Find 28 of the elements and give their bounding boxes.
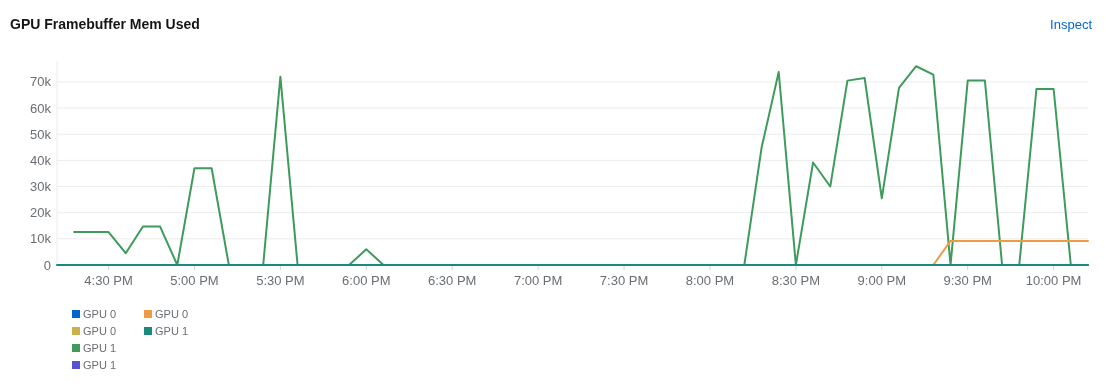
y-tick-label: 0 (43, 257, 51, 273)
x-tick-label: 4:30 PM (84, 273, 133, 288)
legend-label: GPU 0 (83, 308, 117, 320)
x-tick-label: 8:00 PM (685, 273, 735, 288)
x-tick-label: 5:00 PM (170, 273, 219, 288)
x-tick-label: 7:00 PM (513, 273, 563, 288)
y-tick-label: 30k (30, 179, 52, 195)
chart-title: GPU Framebuffer Mem Used (10, 16, 200, 32)
legend-label: GPU 1 (155, 325, 189, 337)
y-tick-label: 50k (30, 126, 52, 142)
x-tick-label: 6:30 PM (428, 273, 477, 288)
legend-label: GPU 0 (83, 325, 117, 337)
text: Inspect (1050, 17, 1093, 32)
y-tick-label: 10k (30, 231, 52, 247)
x-tick-label: 10:00 PM (1025, 273, 1082, 288)
x-tick-label: 7:30 PM (599, 273, 649, 288)
x-tick-label: 5:30 PM (256, 273, 305, 288)
y-tick-label: 60k (30, 100, 52, 116)
legend-label: GPU 0 (155, 308, 189, 320)
y-tick-label: 40k (30, 152, 52, 168)
x-tick-label: 9:30 PM (943, 273, 992, 288)
x-tick-label: 6:00 PM (342, 273, 391, 288)
y-tick-label: 70k (30, 74, 52, 90)
y-tick-label: 20k (30, 205, 52, 221)
x-tick-label: 9:00 PM (857, 273, 907, 288)
x-tick-label: 8:30 PM (771, 273, 821, 288)
legend-label: GPU 1 (83, 359, 117, 371)
legend-label: GPU 1 (83, 342, 117, 354)
